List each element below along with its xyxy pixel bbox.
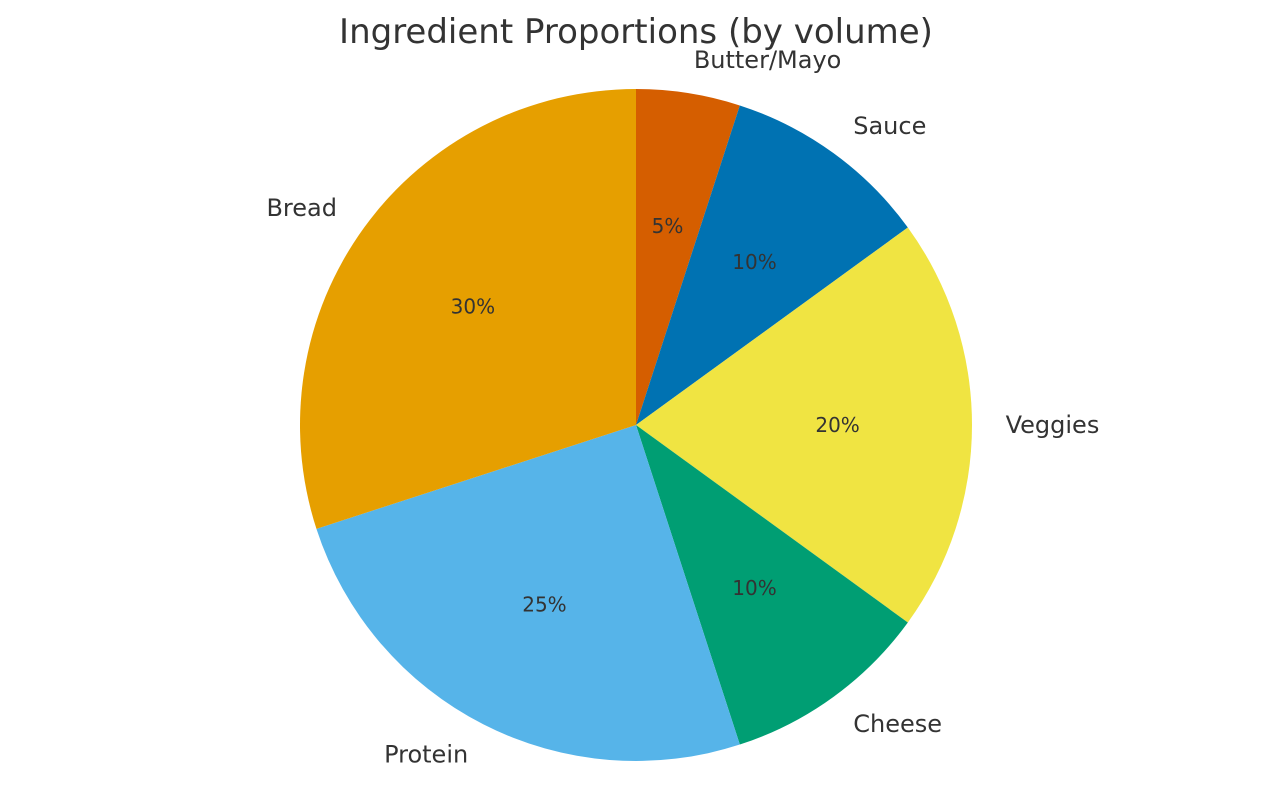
slice-labels: 5% Butter/Mayo 10% Sauce 20% Veggies 10% Cheese… [266, 46, 1099, 768]
pie-slice-butter-mayo [636, 89, 740, 425]
slice-category-label: Bread [266, 194, 337, 222]
pie-slice-bread [299, 89, 636, 529]
slice-category-label: Cheese [853, 710, 942, 738]
slice-percent-label: 30% [451, 295, 495, 319]
slice-category-label: Veggies [1006, 411, 1100, 439]
slice-percent-label: 25% [522, 593, 566, 617]
pie-slice-protein [316, 425, 740, 762]
pie-slices [299, 89, 972, 762]
slice-percent-label: 20% [815, 413, 859, 437]
slice-percent-label: 10% [732, 250, 776, 274]
slice-category-label: Protein [384, 740, 468, 768]
slice-percent-label: 10% [732, 576, 776, 600]
pie-slice-sauce [636, 105, 908, 425]
slice-category-label: Sauce [853, 112, 926, 140]
pie-slice-veggies [636, 227, 972, 623]
slice-category-label: Butter/Mayo [694, 46, 842, 74]
slice-percent-label: 5% [652, 214, 684, 238]
pie-slice-cheese [636, 425, 908, 745]
chart-title: Ingredient Proportions (by volume) [339, 12, 933, 52]
